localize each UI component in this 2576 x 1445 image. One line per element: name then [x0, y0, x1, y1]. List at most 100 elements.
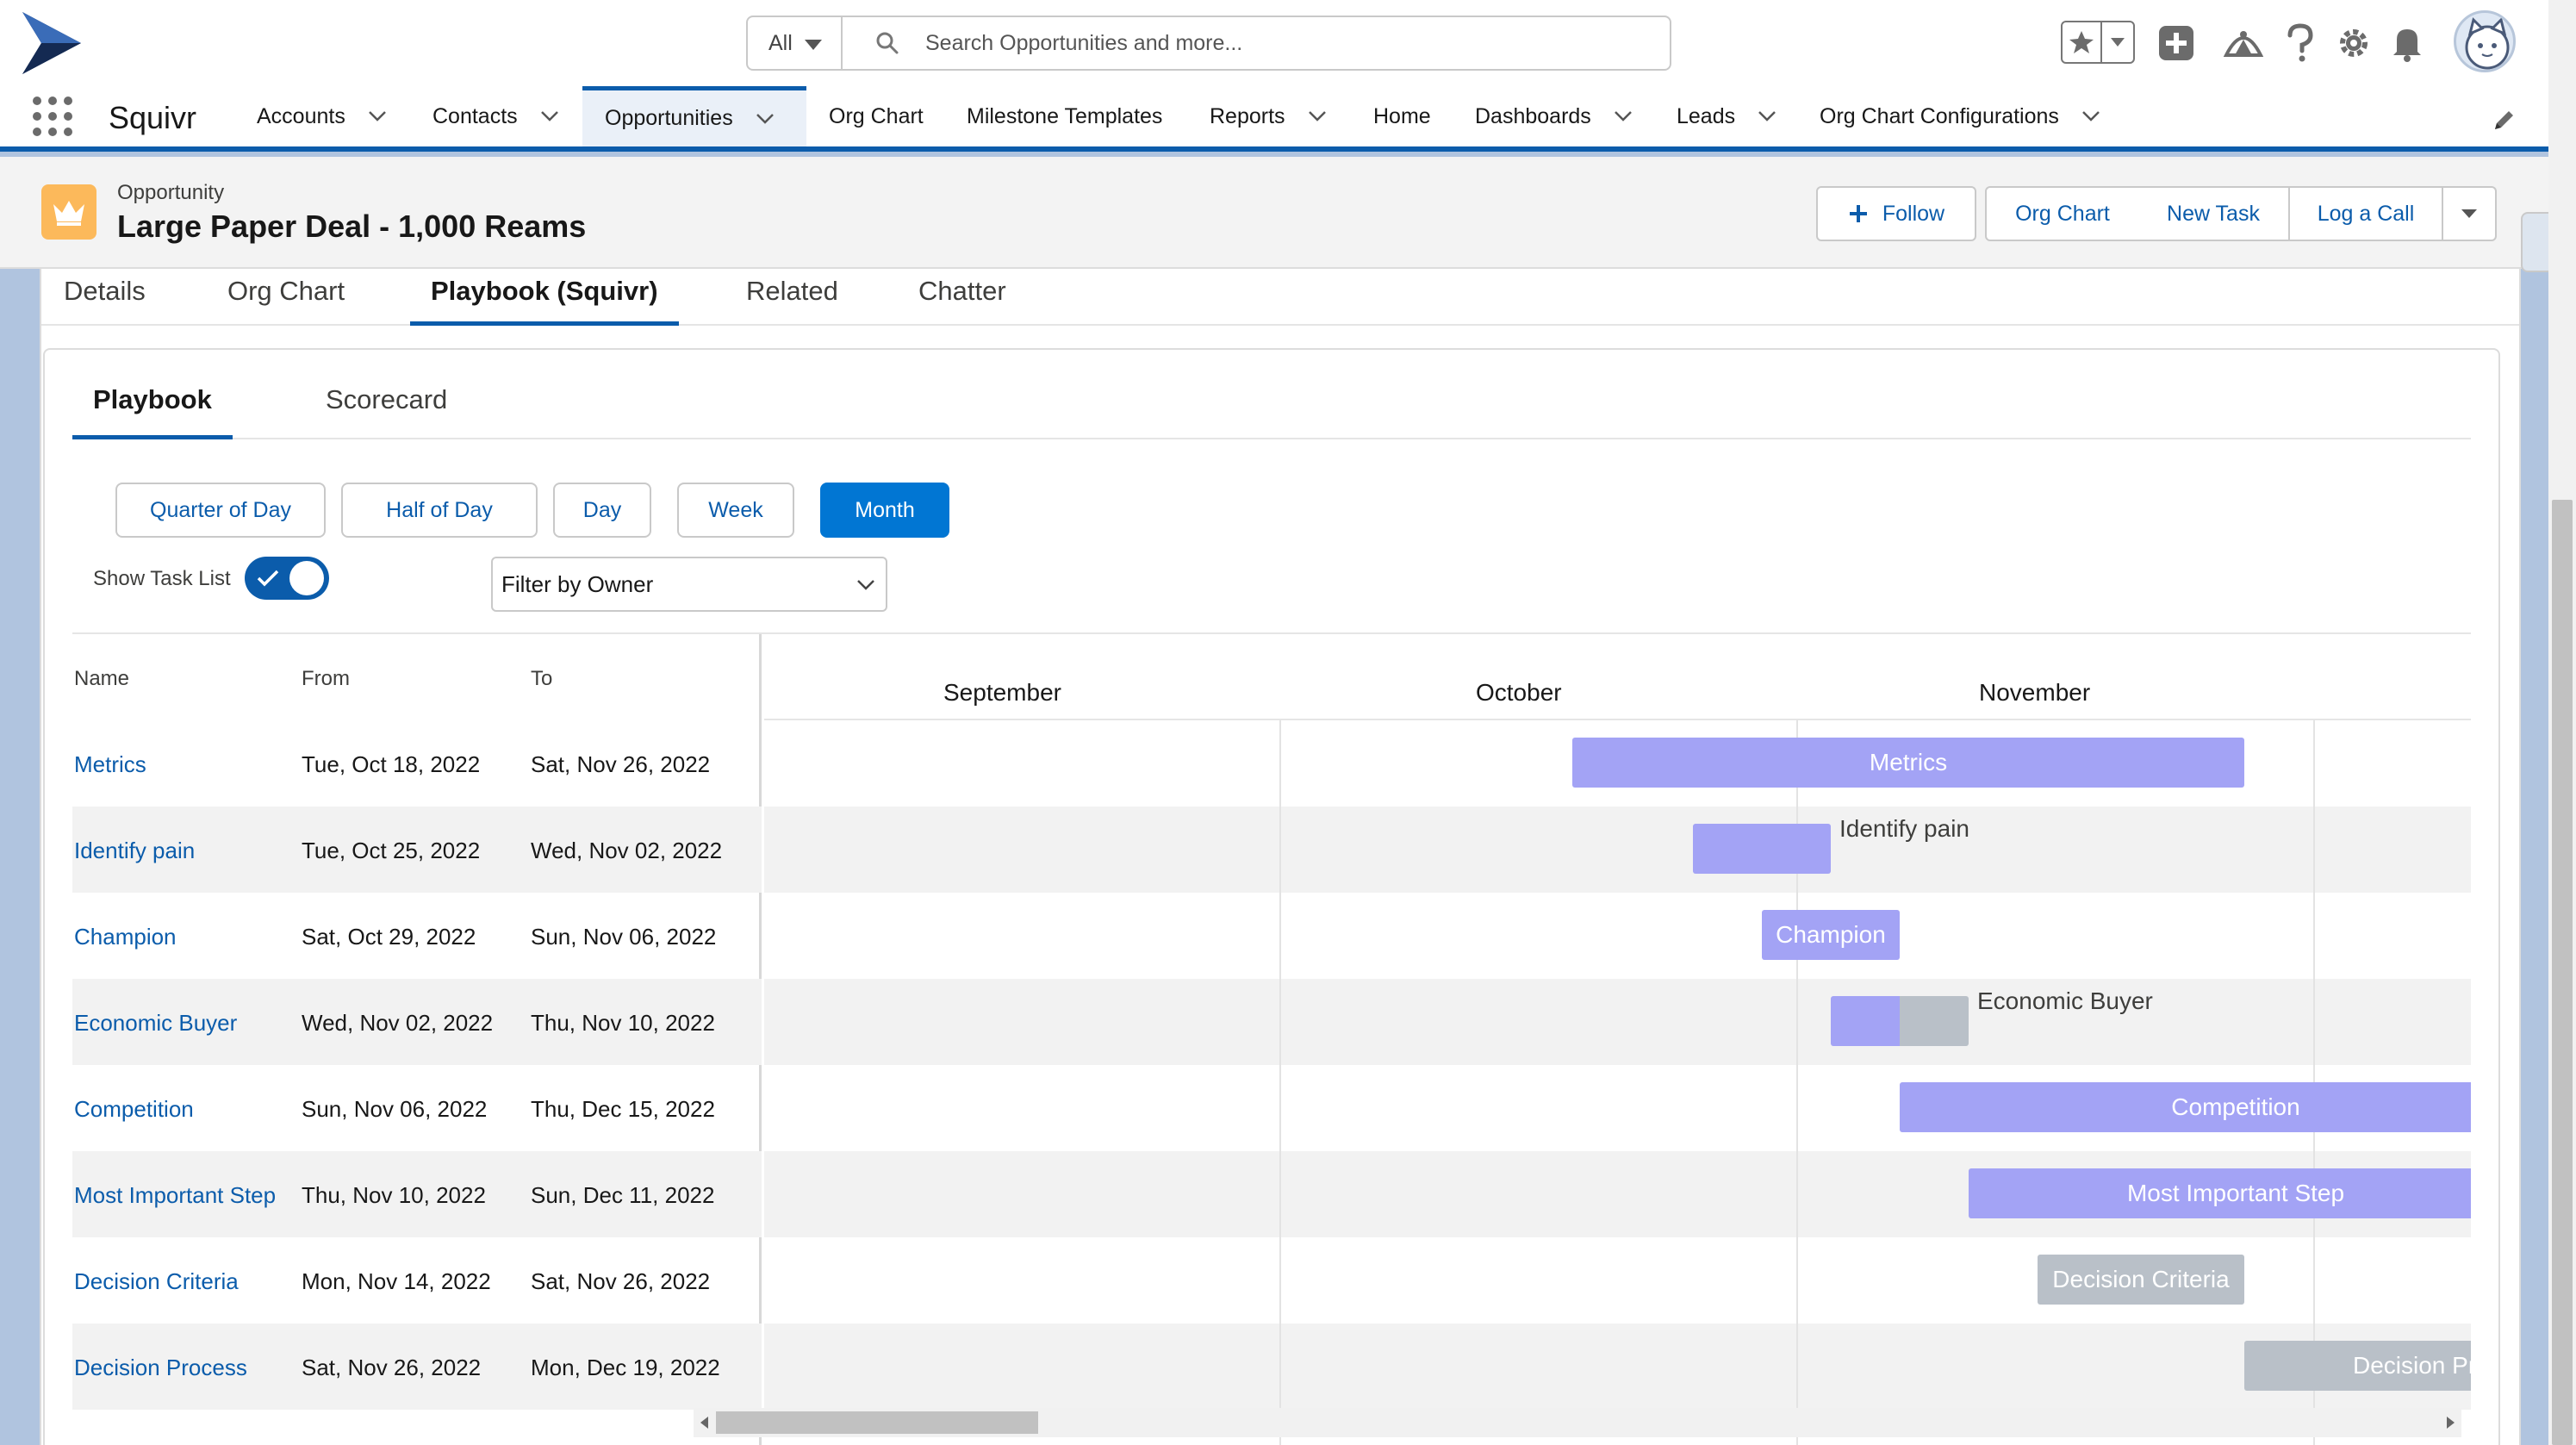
user-avatar[interactable] [2454, 10, 2516, 72]
search-scope-dropdown[interactable]: All [746, 16, 843, 71]
new-task-label: New Task [2167, 201, 2260, 226]
task-name-link[interactable]: Economic Buyer [74, 1010, 238, 1036]
chevron-down-icon[interactable] [1614, 110, 1633, 122]
zoom-half-of-day-button[interactable]: Half of Day [341, 483, 538, 538]
task-name-link[interactable]: Champion [74, 924, 177, 950]
search-input[interactable] [925, 30, 1615, 56]
gantt-chart: Name From To Metrics Tue, Oct 18, 2022 Sat… [72, 632, 2471, 1445]
follow-button[interactable]: Follow [1816, 186, 1976, 241]
gantt-bar[interactable]: Most Important Step [1969, 1168, 2471, 1218]
notification-bell-icon[interactable] [2390, 19, 2424, 67]
task-name-link[interactable]: Most Important Step [74, 1182, 277, 1208]
zoom-quarter-of-day-button[interactable]: Quarter of Day [115, 483, 326, 538]
squivr-logo[interactable] [16, 7, 88, 79]
zoom-day-button[interactable]: Day [553, 483, 651, 538]
scroll-right-arrow-icon[interactable] [2447, 1417, 2455, 1429]
tab-related[interactable]: Related [746, 276, 838, 326]
log-a-call-label: Log a Call [2317, 201, 2415, 226]
caret-down-icon [805, 40, 822, 50]
help-icon[interactable] [2285, 19, 2316, 67]
owner-filter-label: Filter by Owner [501, 570, 654, 597]
plus-icon [1849, 205, 1867, 222]
show-task-list-label: Show Task List [93, 567, 231, 590]
nav-item-reports[interactable]: Reports [1210, 86, 1330, 146]
gantt-bar[interactable]: Decision Process [2244, 1341, 2471, 1391]
scrollbar-thumb[interactable] [2552, 500, 2573, 1445]
edit-nav-pencil-icon[interactable] [2492, 109, 2516, 133]
table-row: Competition Sun, Nov 06, 2022 Thu, Dec 15,… [72, 1065, 762, 1151]
tab-chatter[interactable]: Chatter [918, 276, 1006, 326]
checkmark-icon [257, 570, 279, 587]
caret-down-icon [2461, 209, 2477, 218]
page-scrollbar[interactable] [2548, 0, 2576, 1445]
gantt-bar[interactable]: Decision Criteria [2038, 1255, 2244, 1305]
show-task-list-toggle[interactable] [245, 557, 329, 600]
tab-details[interactable]: Details [64, 276, 146, 326]
new-task-button[interactable]: New Task [2138, 186, 2290, 241]
global-search[interactable] [841, 16, 1671, 71]
chevron-down-icon[interactable] [368, 110, 387, 122]
zoom-label: Day [582, 497, 622, 522]
subtab-playbook[interactable]: Playbook [72, 384, 233, 439]
task-from-date: Mon, Nov 14, 2022 [302, 1268, 491, 1294]
gantt-bar-label: Metrics [1869, 749, 1948, 775]
nav-item-org-chart-configurations[interactable]: Org Chart Configurations [1820, 86, 2121, 146]
gantt-bar[interactable] [1831, 996, 1969, 1046]
nav-item-dashboards[interactable]: Dashboards [1475, 86, 1639, 146]
org-chart-button[interactable]: Org Chart [1985, 186, 2140, 241]
column-header-name: Name [74, 667, 130, 690]
zoom-month-button[interactable]: Month [820, 483, 949, 538]
chevron-down-icon[interactable] [756, 113, 775, 125]
opportunity-crown-icon [41, 184, 96, 240]
task-from-date: Tue, Oct 25, 2022 [302, 838, 481, 863]
nav-item-home[interactable]: Home [1373, 86, 1431, 146]
filter-by-owner-select[interactable]: Filter by Owner [491, 557, 887, 612]
tab-label: Details [64, 276, 146, 306]
nav-item-opportunities[interactable]: Opportunities [582, 86, 806, 146]
utility-panel-tab[interactable] [2521, 212, 2548, 272]
timeline-row [764, 1324, 2471, 1410]
nav-item-accounts[interactable]: Accounts [257, 86, 398, 146]
nav-item-milestone-templates[interactable]: Milestone Templates [967, 86, 1162, 146]
tab-org-chart[interactable]: Org Chart [227, 276, 345, 326]
month-label-november: November [1979, 679, 2091, 706]
gantt-bar[interactable]: Competition [1900, 1082, 2471, 1132]
gantt-bar[interactable] [1693, 824, 1831, 874]
trailhead-icon[interactable] [2223, 19, 2264, 67]
scrollbar-thumb[interactable] [716, 1411, 1038, 1434]
chevron-down-icon[interactable] [1758, 110, 1776, 122]
setup-gear-icon[interactable] [2335, 19, 2373, 67]
app-launcher-icon[interactable] [33, 97, 72, 136]
nav-item-contacts[interactable]: Contacts [432, 86, 570, 146]
nav-label: Milestone Templates [967, 103, 1163, 128]
add-icon[interactable] [2157, 19, 2195, 67]
task-name-link[interactable]: Decision Criteria [74, 1268, 239, 1294]
task-to-date: Thu, Nov 10, 2022 [531, 1010, 715, 1036]
subtab-scorecard[interactable]: Scorecard [326, 384, 447, 439]
search-scope-label: All [768, 30, 793, 55]
task-name-link[interactable]: Identify pain [74, 838, 196, 863]
gantt-bar[interactable]: Champion [1762, 910, 1900, 960]
tab-playbook-squivr[interactable]: Playbook (Squivr) [410, 276, 679, 326]
task-name-link[interactable]: Metrics [74, 751, 146, 777]
nav-item-leads[interactable]: Leads [1677, 86, 1780, 146]
gantt-bar[interactable]: Metrics [1572, 738, 2244, 788]
gantt-horizontal-scrollbar[interactable] [694, 1408, 2461, 1437]
zoom-label: Month [855, 497, 915, 522]
task-name-link[interactable]: Competition [74, 1096, 194, 1122]
chevron-down-icon[interactable] [2081, 110, 2100, 122]
scroll-left-arrow-icon[interactable] [700, 1417, 708, 1429]
zoom-week-button[interactable]: Week [677, 483, 794, 538]
log-a-call-button[interactable]: Log a Call [2288, 186, 2443, 241]
favorites-button[interactable] [2061, 21, 2135, 64]
star-icon[interactable] [2063, 22, 2102, 62]
nav-item-org-chart[interactable]: Org Chart [829, 86, 924, 146]
more-actions-button[interactable] [2442, 186, 2497, 241]
timeline-row [764, 893, 2471, 979]
task-to-date: Sat, Nov 26, 2022 [531, 1268, 711, 1294]
tab-label: Related [746, 276, 838, 306]
favorites-caret-icon[interactable] [2102, 37, 2133, 47]
chevron-down-icon[interactable] [1308, 110, 1327, 122]
chevron-down-icon[interactable] [540, 110, 559, 122]
task-name-link[interactable]: Decision Process [74, 1355, 247, 1380]
